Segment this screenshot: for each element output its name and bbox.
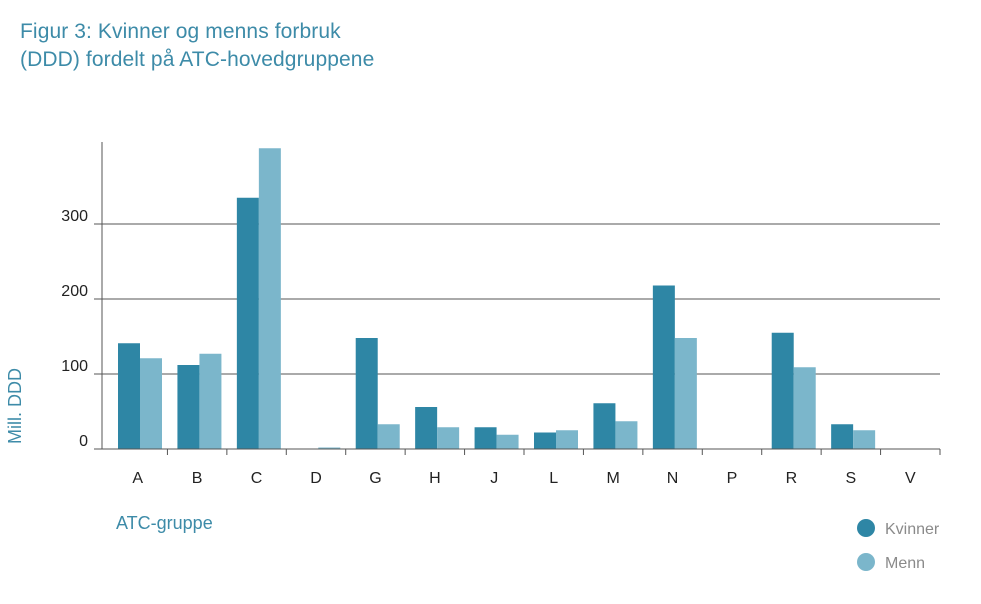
y-tick-labels: 0 100 200 300 <box>61 208 88 450</box>
bar-kvinner-H <box>415 407 438 449</box>
bar-menn-A <box>140 358 162 449</box>
bar-menn-M <box>615 421 638 449</box>
legend-label-menn: Menn <box>885 555 925 572</box>
bar-menn-R <box>793 367 816 449</box>
legend: Kvinner Menn <box>857 519 940 572</box>
x-tick-label-G: G <box>369 470 381 487</box>
bar-menn-B <box>199 353 222 449</box>
x-tick-label-M: M <box>606 470 619 487</box>
bar-kvinner-A <box>118 343 140 449</box>
y-tick-label-100: 100 <box>61 358 88 375</box>
bar-menn-H <box>437 427 460 449</box>
legend-swatch-menn <box>857 553 875 571</box>
bar-kvinner-C <box>236 197 259 449</box>
x-tick-label-P: P <box>727 470 738 487</box>
chart-title-line-1: Figur 3: Kvinner og menns forbruk <box>20 20 341 43</box>
bar-menn-S <box>853 430 876 449</box>
x-tick-label-B: B <box>192 470 203 487</box>
bar-kvinner-N <box>652 285 675 449</box>
bar-kvinner-B <box>177 365 200 449</box>
x-tick-label-R: R <box>786 470 798 487</box>
bars <box>118 148 876 449</box>
axes <box>94 142 941 455</box>
gridlines <box>94 223 940 375</box>
x-tick-label-J: J <box>490 470 498 487</box>
bar-menn-L <box>556 430 578 449</box>
x-tick-label-C: C <box>251 470 263 487</box>
bar-kvinner-J <box>474 427 497 449</box>
x-tick-label-A: A <box>132 470 143 487</box>
bar-kvinner-S <box>831 424 854 449</box>
bar-menn-D <box>318 447 341 449</box>
bar-menn-N <box>674 338 697 449</box>
bar-menn-C <box>258 148 281 449</box>
bar-menn-G <box>377 424 400 449</box>
x-axis-title: ATC-gruppe <box>116 513 213 533</box>
chart-title-line-2: (DDD) fordelt på ATC-hovedgruppene <box>20 48 375 71</box>
x-tick-label-V: V <box>905 470 916 487</box>
legend-label-kvinner: Kvinner <box>885 521 940 538</box>
x-tick-label-S: S <box>846 470 857 487</box>
y-tick-label-0: 0 <box>79 433 88 450</box>
x-tick-label-H: H <box>429 470 441 487</box>
y-tick-label-200: 200 <box>61 283 88 300</box>
x-tick-label-L: L <box>549 470 558 487</box>
bar-kvinner-M <box>593 403 616 449</box>
x-tick-label-N: N <box>667 470 679 487</box>
y-axis-title: Mill. DDD <box>5 368 25 444</box>
bar-menn-J <box>496 434 519 449</box>
bar-kvinner-L <box>534 432 556 449</box>
bar-kvinner-R <box>771 332 794 449</box>
legend-swatch-kvinner <box>857 519 875 537</box>
bar-kvinner-G <box>355 338 378 449</box>
y-tick-label-300: 300 <box>61 208 88 225</box>
x-tick-label-D: D <box>310 470 322 487</box>
